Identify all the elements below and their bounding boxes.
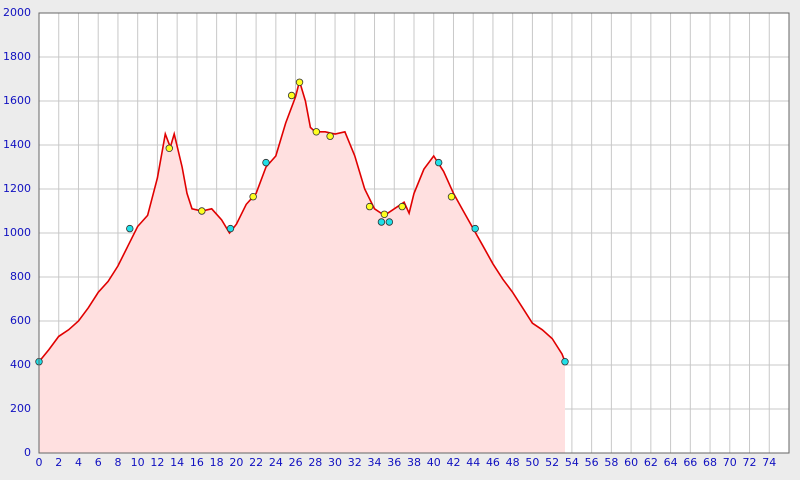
x-tick-label: 22 <box>249 456 263 469</box>
x-tick-label: 48 <box>506 456 520 469</box>
plot-border <box>38 12 790 454</box>
x-tick-label: 26 <box>289 456 303 469</box>
y-tick-label: 2000 <box>3 6 31 19</box>
y-tick-label: 400 <box>10 358 31 371</box>
elevation-area <box>39 81 565 453</box>
waypoint <box>262 158 270 167</box>
y-tick-label: 1000 <box>3 226 31 239</box>
waypoint <box>447 192 456 201</box>
x-tick-label: 64 <box>664 456 678 469</box>
y-tick-label: 1200 <box>3 182 31 195</box>
y-tick-label: 1400 <box>3 138 31 151</box>
x-tick-label: 32 <box>348 456 362 469</box>
waypoint <box>471 224 479 233</box>
x-tick-label: 30 <box>328 456 342 469</box>
y-tick-label: 0 <box>24 446 31 459</box>
waypoint <box>434 158 443 167</box>
waypoint <box>377 218 386 226</box>
waypoint <box>226 224 235 233</box>
waypoint <box>326 132 334 140</box>
x-tick-label: 62 <box>644 456 658 469</box>
x-tick-label: 50 <box>525 456 539 469</box>
y-tick-label: 200 <box>10 402 31 415</box>
x-tick-label: 8 <box>114 456 121 469</box>
x-tick-label: 12 <box>150 456 164 469</box>
x-tick-label: 36 <box>387 456 401 469</box>
x-tick-label: 60 <box>624 456 638 469</box>
x-tick-label: 40 <box>427 456 441 469</box>
x-tick-label: 4 <box>75 456 82 469</box>
y-tick-label: 1800 <box>3 50 31 63</box>
x-tick-label: 38 <box>407 456 421 469</box>
waypoint <box>198 207 206 215</box>
x-tick-label: 28 <box>308 456 322 469</box>
waypoint <box>380 210 389 218</box>
x-tick-label: 72 <box>743 456 757 469</box>
y-tick-label: 1600 <box>3 94 31 107</box>
x-tick-label: 68 <box>703 456 717 469</box>
waypoint <box>312 128 321 136</box>
waypoint <box>249 192 257 201</box>
x-tick-label: 10 <box>131 456 145 469</box>
waypoint <box>295 78 304 86</box>
x-tick-label: 34 <box>368 456 382 469</box>
waypoint <box>126 224 134 233</box>
x-tick-label: 46 <box>486 456 500 469</box>
y-tick-label: 600 <box>10 314 31 327</box>
x-tick-label: 24 <box>269 456 283 469</box>
x-tick-label: 56 <box>585 456 599 469</box>
x-tick-label: 44 <box>466 456 480 469</box>
waypoint <box>561 358 569 366</box>
x-tick-label: 66 <box>683 456 697 469</box>
waypoint <box>165 144 173 152</box>
x-tick-label: 54 <box>565 456 579 469</box>
data <box>35 78 569 453</box>
x-tick-label: 70 <box>723 456 737 469</box>
x-tick-label: 6 <box>95 456 102 469</box>
x-tick-label: 16 <box>190 456 204 469</box>
x-tick-label: 74 <box>762 456 776 469</box>
waypoint <box>398 202 406 211</box>
x-tick-label: 18 <box>210 456 224 469</box>
x-tick-label: 0 <box>36 456 43 469</box>
x-tick-label: 14 <box>170 456 184 469</box>
y-tick-label: 800 <box>10 270 31 283</box>
x-tick-label: 2 <box>55 456 62 469</box>
x-tick-label: 52 <box>545 456 559 469</box>
waypoint <box>365 202 374 211</box>
x-tick-label: 20 <box>229 456 243 469</box>
x-tick-label: 42 <box>446 456 460 469</box>
waypoint <box>287 91 296 100</box>
x-tick-label: 58 <box>604 456 618 469</box>
waypoint <box>385 218 394 226</box>
